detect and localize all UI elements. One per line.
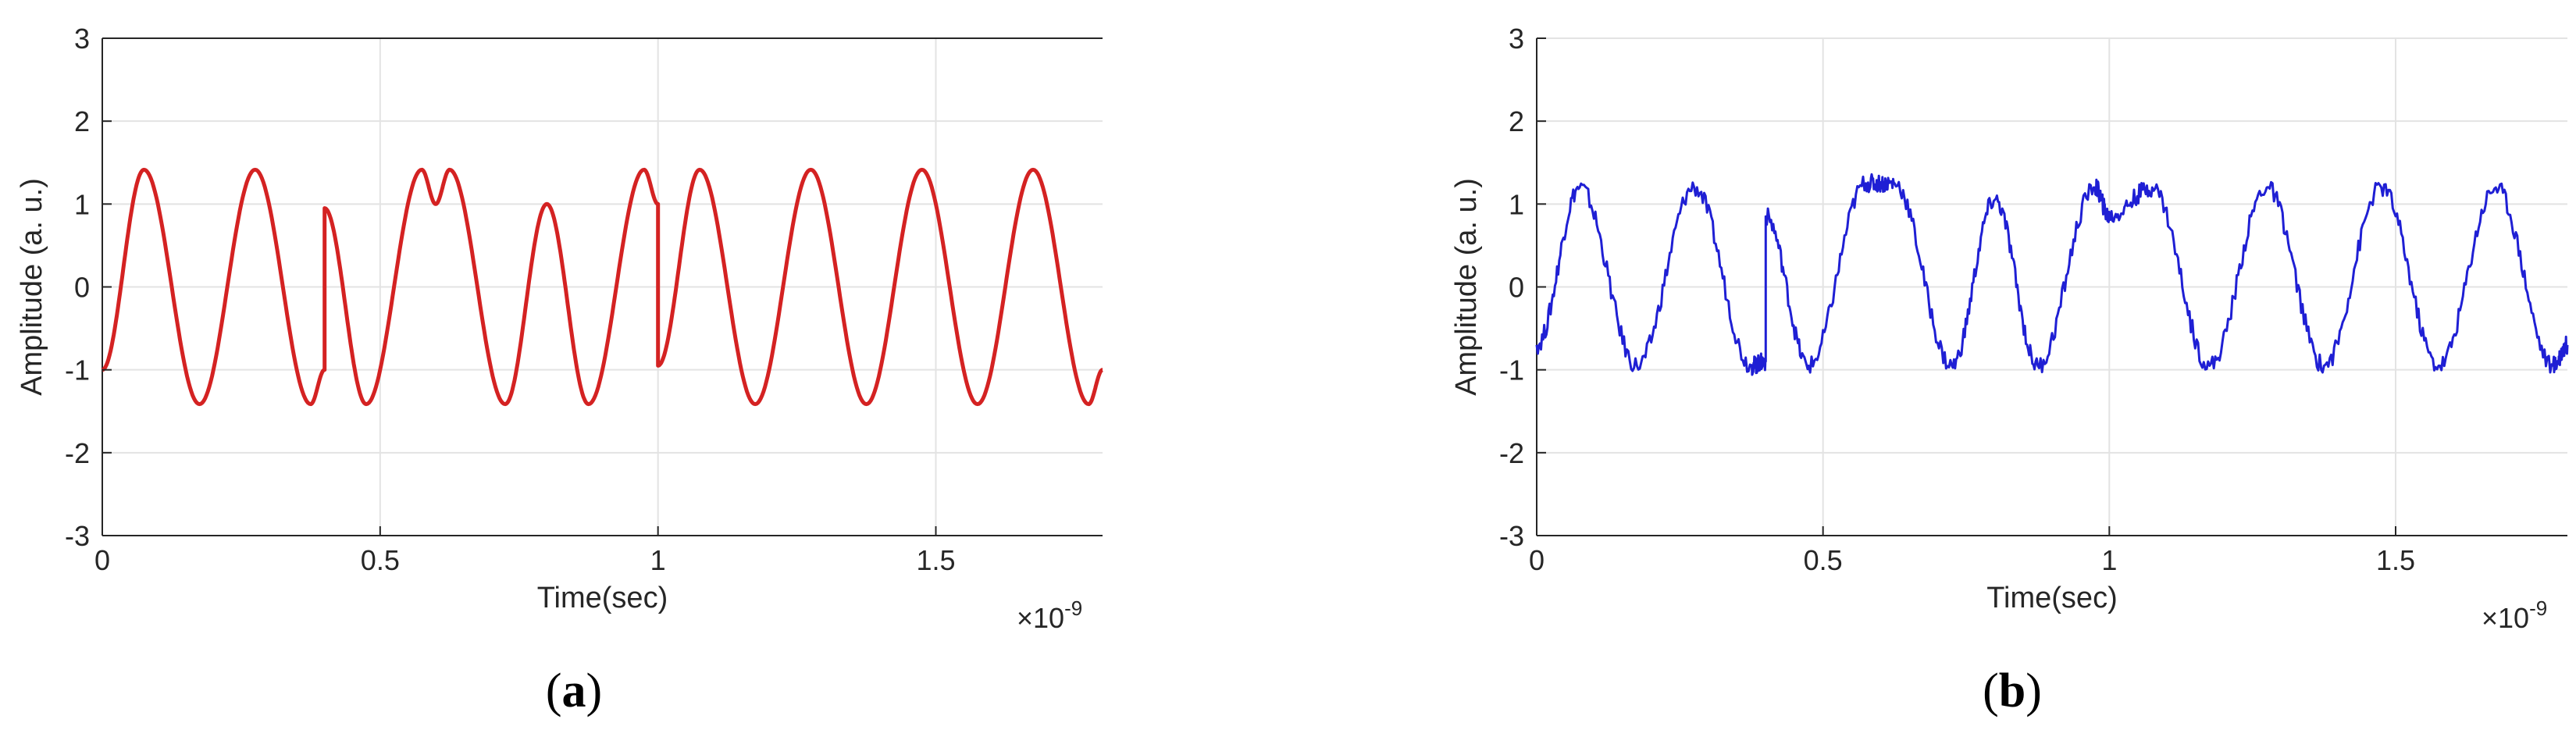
y-tick-label: 3 [1509, 23, 1524, 55]
x-tick-label: 1.5 [916, 544, 955, 576]
y-tick-label: -3 [1499, 520, 1524, 552]
x-axis-exponent-power: -9 [2529, 596, 2547, 620]
panel-caption: (a) [546, 664, 602, 718]
x-axis-exponent-power: -9 [1064, 596, 1082, 620]
series-line [101, 167, 1105, 407]
x-tick-label: 1 [2101, 544, 2117, 576]
panel-caption: (b) [1983, 664, 2042, 718]
y-axis-label: Amplitude (a. u.) [16, 178, 48, 396]
y-tick-label: 0 [74, 272, 90, 304]
y-tick-label: 1 [74, 188, 90, 220]
x-tick-labels: 0 0.5 1 1.5 [1529, 526, 2415, 576]
x-tick-label: 1 [650, 544, 666, 576]
grid-lines [102, 37, 1103, 536]
x-tick-label: 0.5 [361, 544, 400, 576]
series-group [101, 167, 1105, 407]
series-group [1535, 173, 2569, 376]
x-axis-exponent: ×10-9 [1017, 596, 1082, 634]
x-tick-labels: 0 0.5 1 1.5 [94, 526, 956, 576]
y-tick-label: -2 [1499, 437, 1524, 469]
x-axis-exponent: ×10-9 [2482, 596, 2547, 634]
x-axis-label: Time(sec) [1986, 582, 2117, 614]
panel-a: -3 -2 -1 0 1 2 3 0 0.5 1 1.5 Amplitude (a. u.) Ti… [16, 23, 1105, 718]
y-tick-label: 3 [74, 23, 90, 55]
y-tick-label: -1 [1499, 354, 1524, 386]
y-tick-labels: -3 -2 -1 0 1 2 3 [65, 23, 112, 552]
panel-b: -3 -2 -1 0 1 2 3 0 0.5 1 1.5 Amplitude (a. u.) Ti… [1450, 23, 2569, 718]
panel-caption-letter: b [1999, 664, 2026, 718]
x-tick-label: 0 [1529, 544, 1545, 576]
y-tick-label: -2 [65, 437, 90, 469]
x-tick-label: 0.5 [1804, 544, 1843, 576]
x-axis-exponent-base: ×10 [2482, 602, 2529, 634]
x-axis-exponent-base: ×10 [1017, 602, 1064, 634]
y-tick-label: 0 [1509, 272, 1524, 304]
y-tick-label: -1 [65, 354, 90, 386]
y-tick-label: -3 [65, 520, 90, 552]
y-axis-label: Amplitude (a. u.) [1450, 178, 1483, 396]
y-tick-label: 2 [1509, 105, 1524, 137]
y-tick-label: 2 [74, 105, 90, 137]
x-tick-label: 1.5 [2376, 544, 2415, 576]
y-tick-label: 1 [1509, 188, 1524, 220]
y-tick-labels: -3 -2 -1 0 1 2 3 [1499, 23, 1546, 552]
panel-caption-letter: a [562, 664, 586, 718]
x-axis-label: Time(sec) [537, 582, 668, 614]
x-tick-label: 0 [94, 544, 110, 576]
series-line [1535, 173, 2569, 376]
